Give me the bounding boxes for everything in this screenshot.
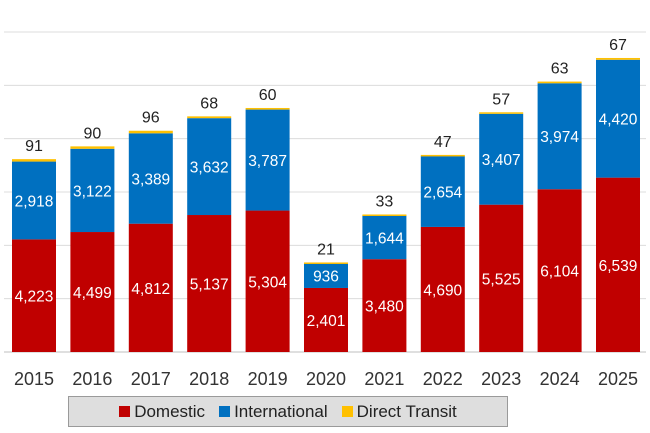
x-tick-label: 2025 xyxy=(598,369,638,389)
bar-segment-domestic xyxy=(128,223,173,352)
bar-segment-domestic xyxy=(362,259,407,352)
data-label-domestic: 2,401 xyxy=(307,313,346,330)
data-label-domestic: 6,539 xyxy=(599,258,638,275)
x-tick-label: 2022 xyxy=(423,369,463,389)
data-label-direct-transit: 90 xyxy=(84,125,102,142)
bar-segment-direct-transit xyxy=(420,154,465,157)
bar-segment-international xyxy=(187,118,232,216)
legend-item-direct-transit: Direct Transit xyxy=(341,401,457,422)
x-tick-label: 2018 xyxy=(189,369,229,389)
data-label-international: 3,389 xyxy=(131,171,170,188)
bar-segment-international xyxy=(420,156,465,227)
bar-segment-international xyxy=(537,83,582,190)
legend-swatch-domestic xyxy=(119,406,131,417)
x-tick-label: 2017 xyxy=(131,369,171,389)
legend: Domestic International Direct Transit xyxy=(68,396,508,427)
x-tick-label: 2019 xyxy=(248,369,288,389)
bar-segment-international xyxy=(70,148,115,233)
data-label-international: 2,654 xyxy=(423,185,462,202)
legend-item-international: International xyxy=(219,402,328,422)
data-label-direct-transit: 91 xyxy=(25,138,43,155)
x-tick-labels: 2015 2016 2017 2018 2019 2020 2021 2022 2023 2024… xyxy=(14,369,638,389)
bar-segment-direct-transit xyxy=(245,107,290,110)
bar-segment-international xyxy=(304,263,348,288)
data-label-international: 3,122 xyxy=(73,183,112,200)
bar-segment-international xyxy=(479,113,524,205)
data-label-international: 936 xyxy=(313,268,339,285)
data-label-domestic: 3,480 xyxy=(365,299,404,316)
legend-swatch-direct-transit xyxy=(341,406,353,417)
bar-segment-domestic xyxy=(479,204,524,352)
bar-segment-domestic xyxy=(245,210,290,352)
bar-segment-international xyxy=(245,109,290,211)
x-tick-label: 2015 xyxy=(14,369,54,389)
data-label-direct-transit: 96 xyxy=(142,110,160,127)
bar-segment-international xyxy=(596,59,640,178)
data-label-direct-transit: 21 xyxy=(317,241,335,258)
legend-label-international: International xyxy=(234,401,328,421)
data-labels: 4,223 2,918 91 4,499 3,122 90 4,812 3,389 96 5,13… xyxy=(15,37,638,330)
bar-segment-direct-transit xyxy=(362,214,407,216)
bar-segment-direct-transit xyxy=(537,81,582,84)
legend-label-direct-transit: Direct Transit xyxy=(356,401,457,421)
data-label-international: 3,974 xyxy=(540,129,579,146)
data-label-domestic: 4,499 xyxy=(73,285,112,302)
bar-segment-direct-transit xyxy=(596,57,640,60)
data-label-international: 3,787 xyxy=(248,153,287,170)
bar-segment-domestic xyxy=(420,226,465,352)
bar-segment-domestic xyxy=(537,189,582,352)
bar-segment-international xyxy=(128,133,173,224)
bar-segment-direct-transit xyxy=(304,262,348,264)
data-label-direct-transit: 68 xyxy=(200,95,218,112)
data-label-domestic: 6,104 xyxy=(540,264,579,281)
bars xyxy=(12,57,640,352)
bar-segment-domestic xyxy=(12,239,56,352)
data-label-international: 3,407 xyxy=(482,152,521,169)
x-tick-label: 2020 xyxy=(306,369,346,389)
data-label-direct-transit: 63 xyxy=(551,61,569,78)
bar-segment-direct-transit xyxy=(187,116,232,119)
bar-segment-domestic xyxy=(187,215,232,352)
bar-segment-direct-transit xyxy=(128,130,173,134)
data-label-direct-transit: 47 xyxy=(434,134,452,151)
x-tick-label: 2023 xyxy=(481,369,521,389)
data-label-direct-transit: 67 xyxy=(609,37,627,54)
x-tick-label: 2024 xyxy=(540,369,580,389)
bar-segment-international xyxy=(12,161,56,240)
data-label-direct-transit: 60 xyxy=(259,87,277,104)
data-label-international: 4,420 xyxy=(599,112,638,129)
data-label-domestic: 5,137 xyxy=(190,277,229,294)
bar-segment-domestic xyxy=(70,232,115,352)
x-tick-label: 2016 xyxy=(72,369,112,389)
bar-segment-direct-transit xyxy=(70,146,115,149)
legend-item-domestic: Domestic xyxy=(119,402,205,422)
data-label-direct-transit: 57 xyxy=(492,91,510,108)
data-label-international: 1,644 xyxy=(365,230,404,247)
data-label-international: 3,632 xyxy=(190,160,229,177)
bar-segment-international xyxy=(362,215,407,260)
data-label-international: 2,918 xyxy=(15,193,54,210)
data-label-domestic: 5,525 xyxy=(482,271,521,288)
legend-label-domestic: Domestic xyxy=(134,401,206,421)
bar-segment-direct-transit xyxy=(479,112,524,114)
bar-segment-domestic xyxy=(596,177,640,352)
legend-swatch-international xyxy=(219,406,231,417)
data-label-domestic: 4,812 xyxy=(131,281,170,298)
data-label-domestic: 4,690 xyxy=(423,282,462,299)
data-label-domestic: 4,223 xyxy=(15,289,54,306)
bar-segment-direct-transit xyxy=(12,159,56,162)
data-label-domestic: 5,304 xyxy=(248,274,287,291)
x-tick-label: 2021 xyxy=(364,369,404,389)
bar-segment-domestic xyxy=(304,287,348,352)
data-label-direct-transit: 33 xyxy=(376,193,394,210)
